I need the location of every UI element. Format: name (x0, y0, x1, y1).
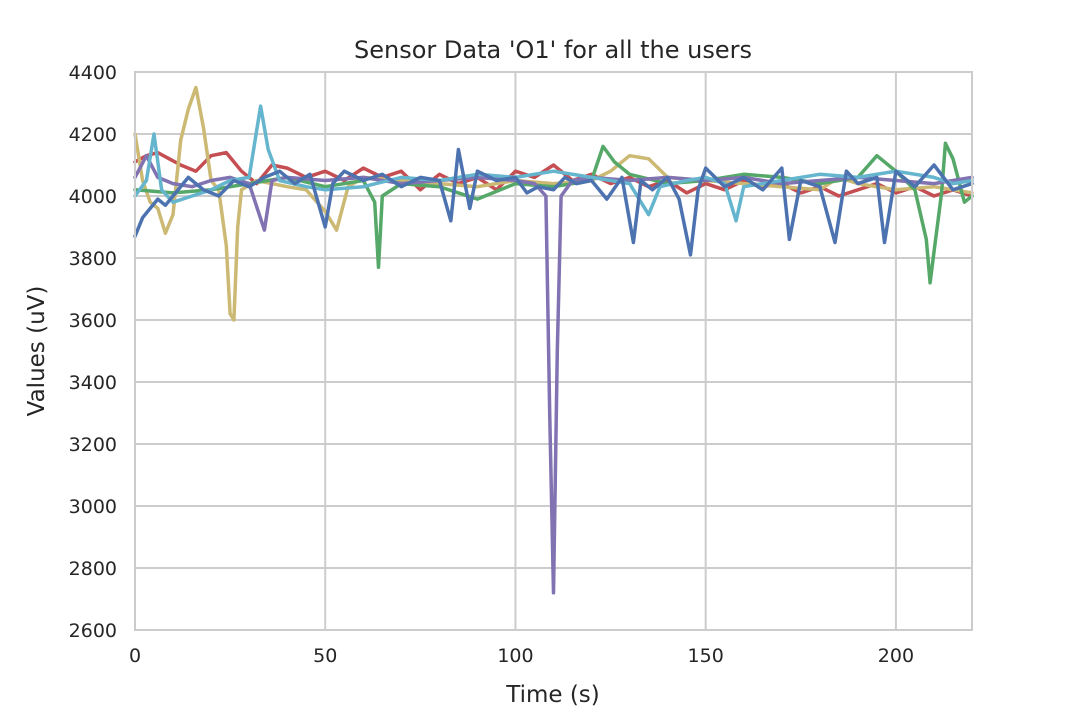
y-tick-label: 3000 (69, 496, 117, 518)
y-tick-label: 3600 (69, 310, 117, 332)
y-tick-label: 4400 (69, 62, 117, 84)
y-tick-label: 2800 (69, 558, 117, 580)
y-axis-label: Values (uV) (24, 286, 50, 417)
chart-title: Sensor Data 'O1' for all the users (354, 36, 752, 64)
plot-frame (134, 71, 973, 631)
series-line-2 (133, 85, 974, 322)
y-tick-label: 4000 (69, 186, 117, 208)
x-tick-label: 50 (313, 645, 337, 667)
series-layer (133, 85, 974, 595)
series-line-4 (133, 153, 974, 595)
x-tick-label: 150 (688, 645, 724, 667)
x-tick-labels: 0 50 100 150 200 (129, 645, 914, 667)
y-tick-label: 3800 (69, 248, 117, 270)
y-tick-label: 2600 (69, 620, 117, 642)
y-tick-label: 3200 (69, 434, 117, 456)
y-tick-labels: 2600 2800 3000 3200 3400 3600 3800 4000 4200 4400 (69, 62, 117, 642)
x-tick-label: 100 (497, 645, 533, 667)
x-tick-label: 0 (129, 645, 141, 667)
series-line-6 (133, 147, 974, 257)
y-tick-label: 3400 (69, 372, 117, 394)
x-axis-label: Time (s) (505, 682, 600, 708)
x-tick-label: 200 (878, 645, 914, 667)
y-tick-label: 4200 (69, 124, 117, 146)
